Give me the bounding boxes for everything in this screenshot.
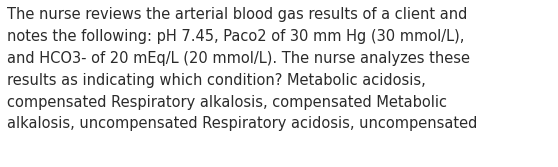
Text: The nurse reviews the arterial blood gas results of a client and
notes the follo: The nurse reviews the arterial blood gas…	[7, 7, 477, 131]
